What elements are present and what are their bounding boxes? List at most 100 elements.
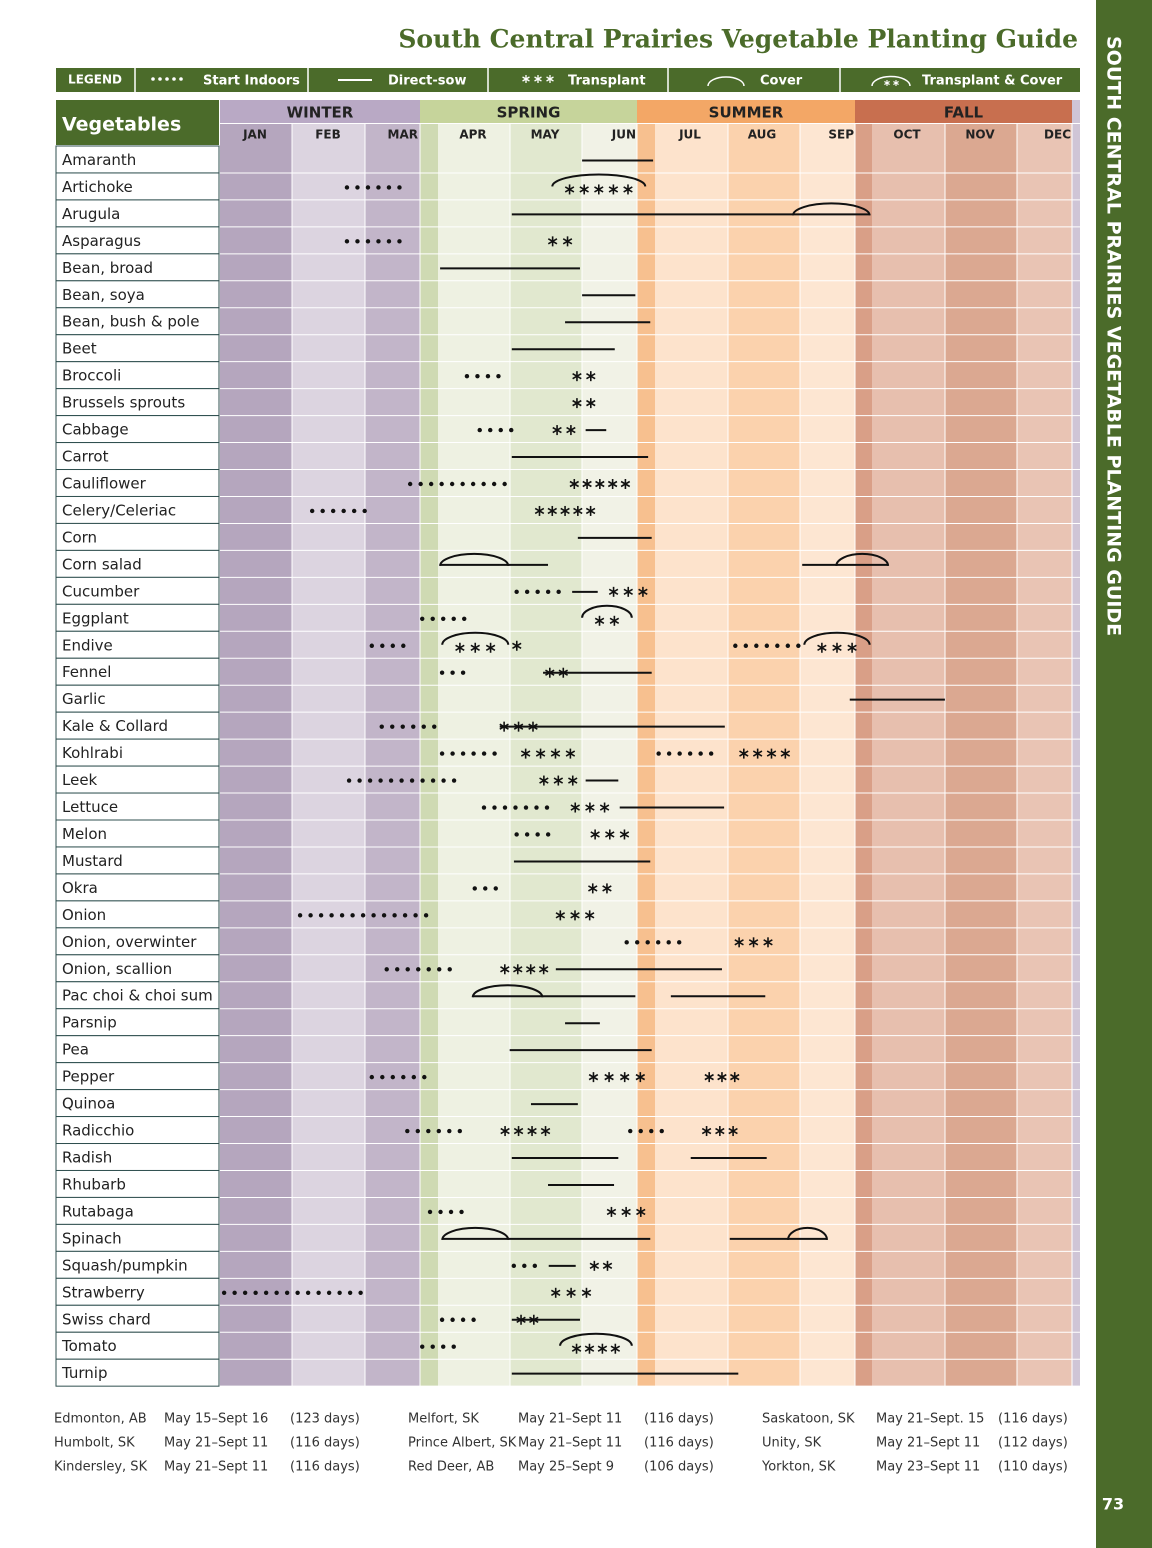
vegetable-name: Radish <box>62 1149 112 1167</box>
title: South Central Prairies Vegetable Plantin… <box>398 25 1078 54</box>
tc-mark <box>803 631 871 653</box>
dot <box>369 1074 375 1080</box>
dot <box>309 508 315 514</box>
dot <box>365 185 371 190</box>
vegetable-name: Broccoli <box>62 367 121 385</box>
transplant-mark <box>569 479 631 489</box>
star-stroke <box>547 507 558 515</box>
dot <box>785 643 791 648</box>
transplant-mark <box>739 748 791 759</box>
location-days: (112 days) <box>998 1436 1068 1451</box>
transplant-mark <box>572 371 596 382</box>
dot <box>316 1290 321 1296</box>
page-number: 73 <box>1102 1495 1124 1514</box>
dot <box>441 778 446 783</box>
star-stroke <box>606 1208 617 1216</box>
dot <box>439 751 445 756</box>
name-cell <box>55 307 220 336</box>
indoor-mark <box>369 1074 427 1080</box>
star-stroke <box>552 426 562 434</box>
indoor-mark <box>369 643 406 648</box>
location-days: (110 days) <box>998 1460 1068 1475</box>
indoor-mark <box>344 239 402 244</box>
transplant-mark <box>608 586 648 597</box>
star-stroke <box>555 912 566 919</box>
star-stroke <box>608 186 619 193</box>
dot <box>400 724 405 729</box>
transplant-mark <box>570 802 610 813</box>
location-dates: May 25–Sept 9 <box>518 1460 614 1475</box>
vegetable-name: Beet <box>62 340 97 358</box>
indoor-mark <box>514 832 551 837</box>
dot <box>388 778 394 783</box>
dot <box>524 832 530 837</box>
dot <box>386 239 392 244</box>
star-stroke <box>608 588 619 596</box>
dot <box>460 481 465 487</box>
dot <box>475 373 480 379</box>
transplant-mark <box>550 1287 592 1298</box>
column-band <box>637 124 655 1387</box>
dot <box>485 373 491 379</box>
indoor-mark <box>420 1344 456 1349</box>
column-band <box>945 124 1017 1387</box>
dot <box>405 967 410 972</box>
vegetable-name: Kale & Collard <box>62 717 168 735</box>
dot <box>358 1290 363 1296</box>
dot <box>450 751 455 756</box>
dot <box>221 1290 227 1296</box>
transplant-mark <box>512 640 522 651</box>
transplant-mark <box>500 964 549 975</box>
transplant-mark <box>572 398 596 409</box>
star-stroke <box>584 1345 595 1352</box>
star-stroke <box>619 1073 630 1081</box>
star-stroke <box>522 76 530 82</box>
star-stroke <box>568 777 578 784</box>
dot <box>344 185 350 190</box>
dot <box>534 805 539 810</box>
dot <box>733 643 738 648</box>
tc-mark <box>551 173 647 195</box>
transplant-mark <box>588 883 612 894</box>
dot <box>305 1290 311 1296</box>
legend-text: Direct-sow <box>388 74 466 89</box>
dot <box>339 913 345 918</box>
transplant-mark <box>701 1126 738 1137</box>
month-label: FEB <box>315 128 341 142</box>
star-stroke <box>607 480 618 488</box>
name-cell <box>55 172 220 201</box>
dot <box>295 1290 300 1296</box>
name-cell <box>55 738 220 767</box>
star-stroke <box>847 644 857 651</box>
dot <box>172 77 176 81</box>
dot <box>427 1209 433 1215</box>
dot <box>677 751 682 756</box>
dot <box>472 886 477 891</box>
name-cell <box>55 226 220 255</box>
dot <box>380 1074 385 1080</box>
dot <box>457 1128 463 1134</box>
dot <box>439 670 445 675</box>
star-stroke <box>525 966 536 973</box>
star-stroke <box>602 885 612 892</box>
name-cell <box>55 981 220 1010</box>
name-cell <box>55 1304 220 1333</box>
transplant-mark <box>539 775 578 786</box>
dot <box>659 1128 664 1134</box>
vegetable-name: Amaranth <box>62 151 136 169</box>
name-cell <box>55 388 220 417</box>
dot <box>369 643 375 648</box>
star-stroke <box>564 186 575 193</box>
transplant-mark <box>534 505 596 516</box>
star-stroke <box>570 912 580 919</box>
dot <box>357 778 362 783</box>
tc-mark <box>581 604 633 626</box>
cover-arc <box>551 173 647 187</box>
dot <box>439 1317 445 1322</box>
dot <box>764 643 770 648</box>
location-city: Saskatoon, SK <box>762 1412 855 1427</box>
month-label: AUG <box>748 128 777 142</box>
name-cell <box>55 1008 220 1037</box>
dot <box>432 724 437 729</box>
name-cell <box>55 199 220 228</box>
